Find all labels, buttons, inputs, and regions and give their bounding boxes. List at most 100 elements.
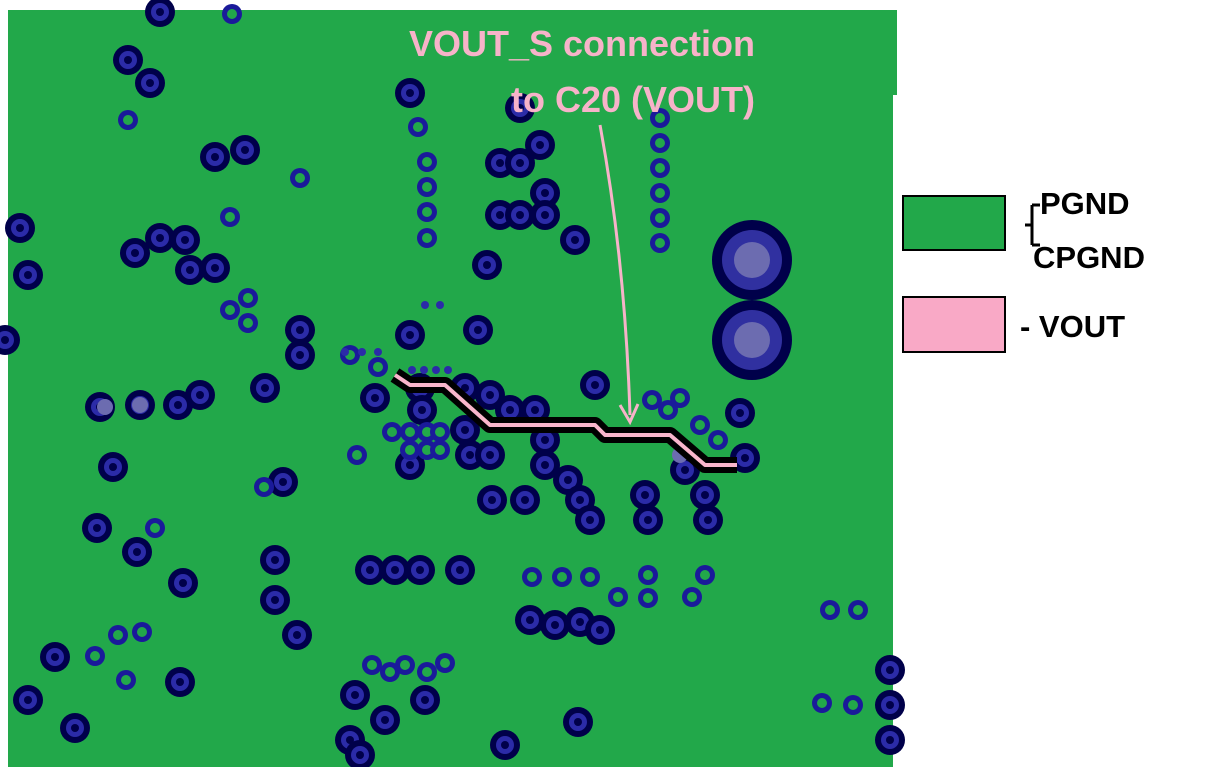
via-small-hole: [422, 157, 432, 167]
via-small-hole: [655, 213, 665, 223]
arrow-head: [618, 403, 640, 426]
via-small-hole: [150, 523, 160, 533]
via-small-hole: [400, 660, 410, 670]
via-hole: [576, 618, 584, 626]
via-hole: [421, 696, 429, 704]
via-hole: [211, 153, 219, 161]
via-hole: [701, 491, 709, 499]
micro-via: [341, 348, 349, 356]
via-small-hole: [123, 115, 133, 125]
via-hole: [346, 736, 354, 744]
via-hole: [296, 351, 304, 359]
via-hole: [541, 436, 549, 444]
via-hole: [51, 653, 59, 661]
via-small-hole: [435, 427, 445, 437]
via-hole: [186, 266, 194, 274]
via-hole: [516, 104, 524, 112]
via-small-hole: [259, 482, 269, 492]
via-hole: [516, 211, 524, 219]
via-hole: [536, 141, 544, 149]
via-hole: [506, 406, 514, 414]
via-hole: [211, 264, 219, 272]
legend-label: - VOUT: [1020, 309, 1125, 344]
via-small-hole: [422, 445, 432, 455]
via-hole: [886, 736, 894, 744]
via-hole: [416, 566, 424, 574]
via-hole: [196, 391, 204, 399]
via-hole: [146, 79, 154, 87]
via-hole: [24, 696, 32, 704]
via-center: [132, 397, 148, 413]
via-small-hole: [643, 593, 653, 603]
via-hole: [461, 426, 469, 434]
bracket: [1025, 203, 1040, 247]
large-via-center: [734, 322, 770, 358]
via-small-hole: [655, 113, 665, 123]
micro-via: [432, 366, 440, 374]
via-small-hole: [663, 405, 673, 415]
via-hole: [704, 516, 712, 524]
via-small-hole: [387, 427, 397, 437]
via-hole: [886, 666, 894, 674]
via-small-hole: [295, 173, 305, 183]
via-hole: [381, 716, 389, 724]
via-small-hole: [853, 605, 863, 615]
via-hole: [296, 326, 304, 334]
via-hole: [886, 701, 894, 709]
micro-via: [374, 348, 382, 356]
via-hole: [474, 326, 482, 334]
via-hole: [488, 496, 496, 504]
vout-s-trace: [393, 373, 737, 467]
via-hole: [93, 524, 101, 532]
via-center: [97, 399, 113, 415]
via-hole: [564, 476, 572, 484]
micro-via: [421, 301, 429, 309]
arrow: [598, 124, 632, 416]
via-small-hole: [121, 675, 131, 685]
via-hole: [576, 496, 584, 504]
via-hole: [483, 261, 491, 269]
via-small-hole: [695, 420, 705, 430]
via-hole: [736, 409, 744, 417]
micro-via: [358, 348, 366, 356]
via-hole: [418, 406, 426, 414]
legend-label: CPGND: [1033, 240, 1145, 275]
via-small-hole: [675, 393, 685, 403]
via-hole: [133, 548, 141, 556]
via-hole: [644, 516, 652, 524]
via-hole: [16, 224, 24, 232]
via-small-hole: [227, 9, 237, 19]
via-small-hole: [243, 318, 253, 328]
legend-label: PGND: [1040, 186, 1130, 221]
via-hole: [366, 566, 374, 574]
via-small-hole: [405, 445, 415, 455]
via-hole: [351, 691, 359, 699]
via-small-hole: [655, 163, 665, 173]
via-hole: [516, 159, 524, 167]
via-small-hole: [557, 572, 567, 582]
via-small-hole: [422, 207, 432, 217]
via-hole: [176, 678, 184, 686]
via-hole: [179, 579, 187, 587]
via-small-hole: [243, 293, 253, 303]
via-small-hole: [848, 700, 858, 710]
via-small-hole: [352, 450, 362, 460]
via-hole: [531, 406, 539, 414]
via-hole: [541, 189, 549, 197]
via-hole: [71, 724, 79, 732]
micro-via: [420, 366, 428, 374]
via-hole: [271, 556, 279, 564]
via-hole: [156, 8, 164, 16]
via-small-hole: [655, 238, 665, 248]
via-hole: [486, 391, 494, 399]
via-hole: [486, 451, 494, 459]
via-hole: [466, 451, 474, 459]
via-hole: [741, 454, 749, 462]
via-hole: [124, 56, 132, 64]
via-hole: [496, 159, 504, 167]
via-hole: [293, 631, 301, 639]
via-hole: [501, 741, 509, 749]
via-small-hole: [405, 427, 415, 437]
via-hole: [586, 516, 594, 524]
